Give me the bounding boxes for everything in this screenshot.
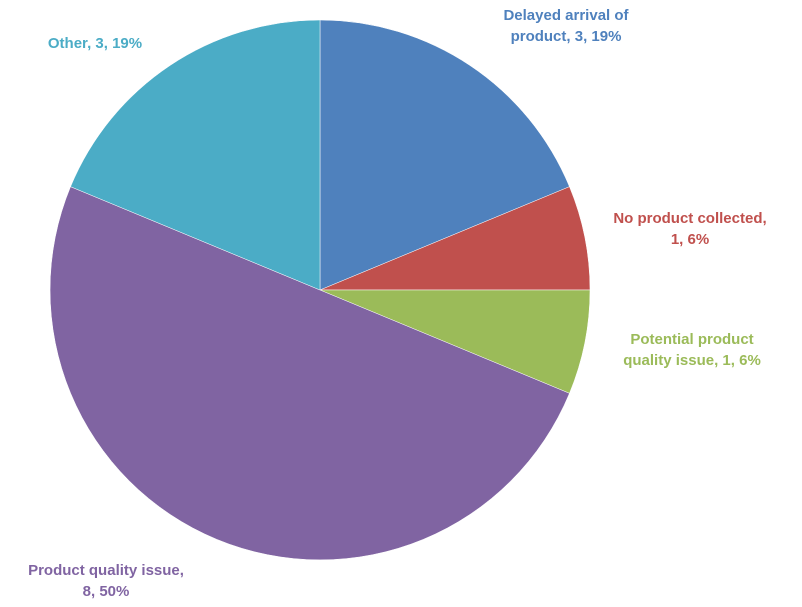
pie-slice-other <box>70 19 321 291</box>
data-label-delayed-arrival-of-product: Delayed arrival of product, 3, 19% <box>503 7 629 45</box>
pie-slices <box>49 19 591 561</box>
pie-slice-product-quality-issue <box>49 186 570 561</box>
pie-slice-delayed-arrival-of-product <box>319 19 570 291</box>
data-label-no-product-collected: No product collected, 1, 6% <box>613 210 766 248</box>
data-label-other: Other, 3, 19% <box>48 35 142 52</box>
data-label-potential-product-quality-issue: Potential product quality issue, 1, 6% <box>623 331 761 369</box>
pie-data-labels: Delayed arrival of product, 3, 19% No prod… <box>28 7 767 600</box>
data-label-product-quality-issue: Product quality issue, 8, 50% <box>28 562 184 600</box>
